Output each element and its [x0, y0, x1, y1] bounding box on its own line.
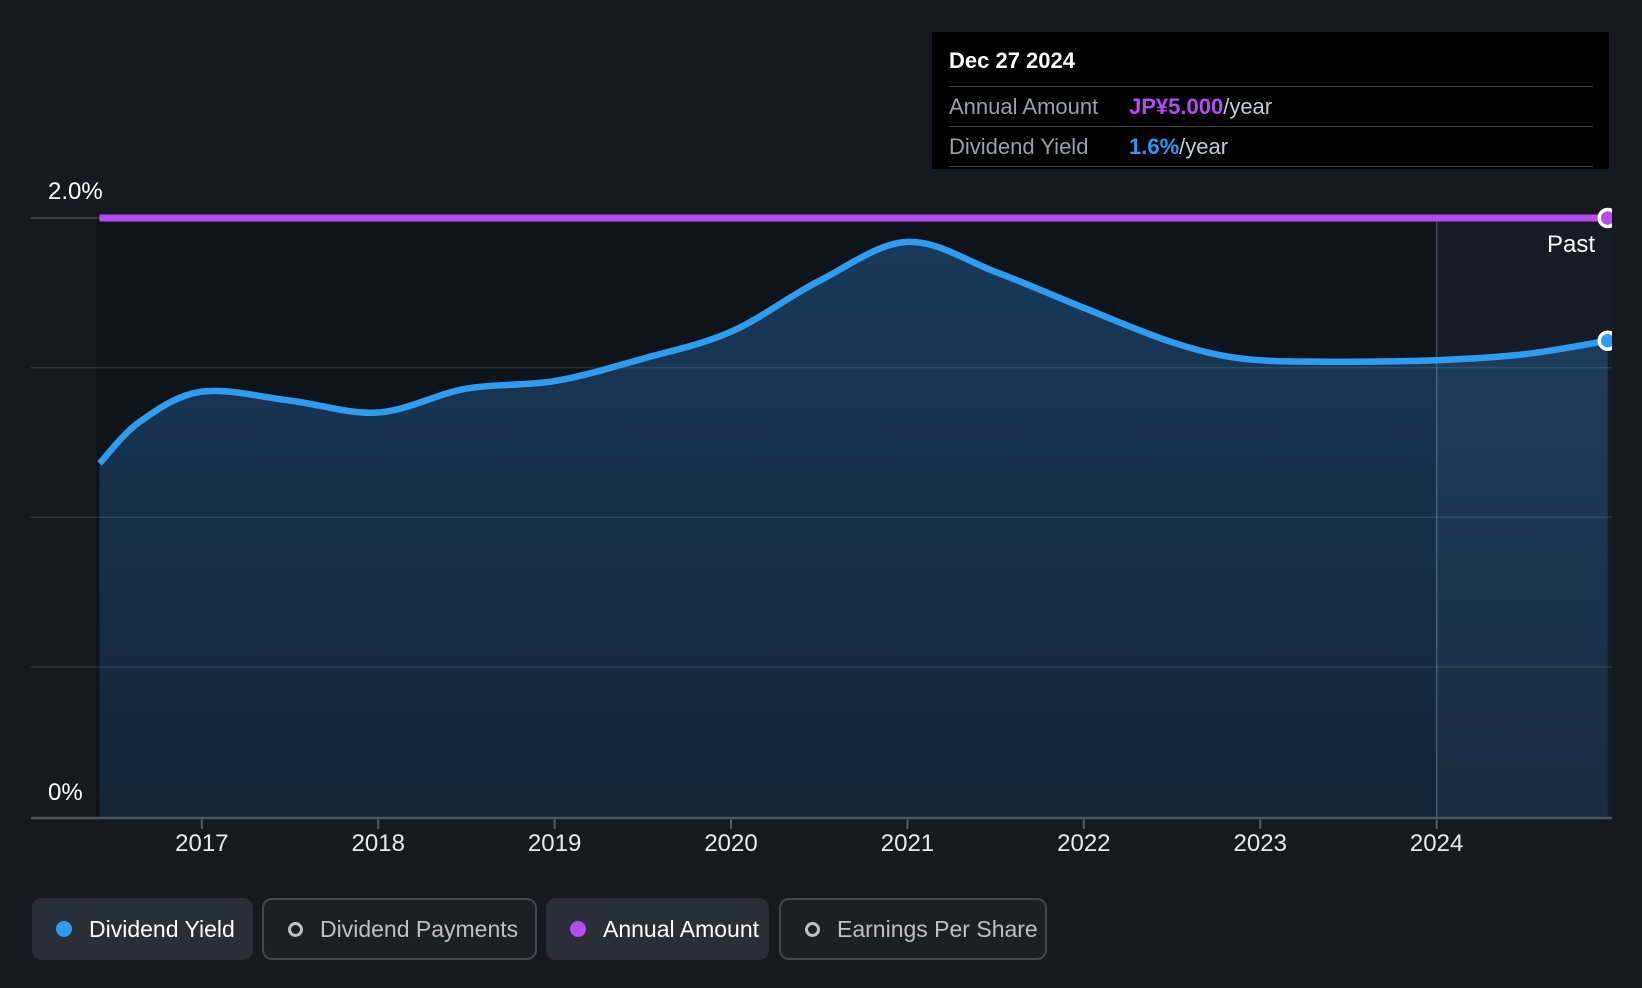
x-axis-label-2024: 2024	[1409, 830, 1464, 857]
tooltip-value-suffix: /year	[1179, 133, 1229, 159]
tooltip-label: Annual Amount	[949, 93, 1099, 119]
legend-toggle-annual-amount[interactable]: Annual Amount	[546, 898, 769, 960]
dividend-payments-ring-icon	[288, 921, 303, 937]
tooltip-label: Dividend Yield	[949, 133, 1089, 159]
earnings-per-share-ring-icon	[805, 921, 820, 937]
annual-amount-dot-icon	[570, 921, 586, 937]
past-period-label: Past	[1546, 231, 1595, 258]
x-axis-label-2021: 2021	[880, 830, 935, 857]
legend-toggle-dividend-payments[interactable]: Dividend Payments	[262, 898, 537, 960]
legend-label: Dividend Payments	[320, 915, 519, 942]
chart-tooltip: Dec 27 2024 Annual Amount JP¥5.000/year …	[932, 32, 1609, 169]
legend-toggle-dividend-yield[interactable]: Dividend Yield	[32, 898, 253, 960]
dividend-yield-line	[97, 238, 1609, 466]
legend-label: Annual Amount	[603, 915, 760, 942]
x-axis-label-2018: 2018	[351, 830, 405, 857]
tooltip-row-dividend-yield: Dividend Yield 1.6%/year	[949, 127, 1593, 167]
annual-amount-endpoint-marker[interactable]	[1597, 207, 1616, 229]
tooltip-value-suffix: /year	[1223, 93, 1273, 119]
x-axis-label-2020: 2020	[704, 830, 758, 857]
tooltip-value: 1.6%	[1129, 133, 1180, 159]
tooltip-row-annual-amount: Annual Amount JP¥5.000/year	[949, 87, 1593, 127]
tooltip-value: JP¥5.000	[1129, 93, 1224, 119]
y-axis-label-bottom: 0%	[48, 779, 83, 806]
x-axis-label-2017: 2017	[175, 830, 229, 857]
x-axis-label-2022: 2022	[1057, 830, 1111, 857]
legend-label: Dividend Yield	[89, 915, 235, 942]
x-axis-label-2023: 2023	[1233, 830, 1287, 857]
legend-toggle-earnings-per-share[interactable]: Earnings Per Share	[779, 898, 1047, 960]
x-axis-label-2019: 2019	[527, 830, 582, 857]
tooltip-date: Dec 27 2024	[949, 46, 1593, 87]
dividend-yield-area-fill	[99, 241, 1608, 818]
dividend-yield-dot-icon	[56, 921, 72, 937]
recent-period-highlight-band	[1436, 218, 1612, 818]
y-axis-label-top: 2.0%	[48, 178, 103, 205]
x-axis-ticks	[200, 819, 1438, 829]
dividend-yield-endpoint-marker[interactable]	[1597, 330, 1616, 351]
legend-label: Earnings Per Share	[837, 915, 1038, 942]
